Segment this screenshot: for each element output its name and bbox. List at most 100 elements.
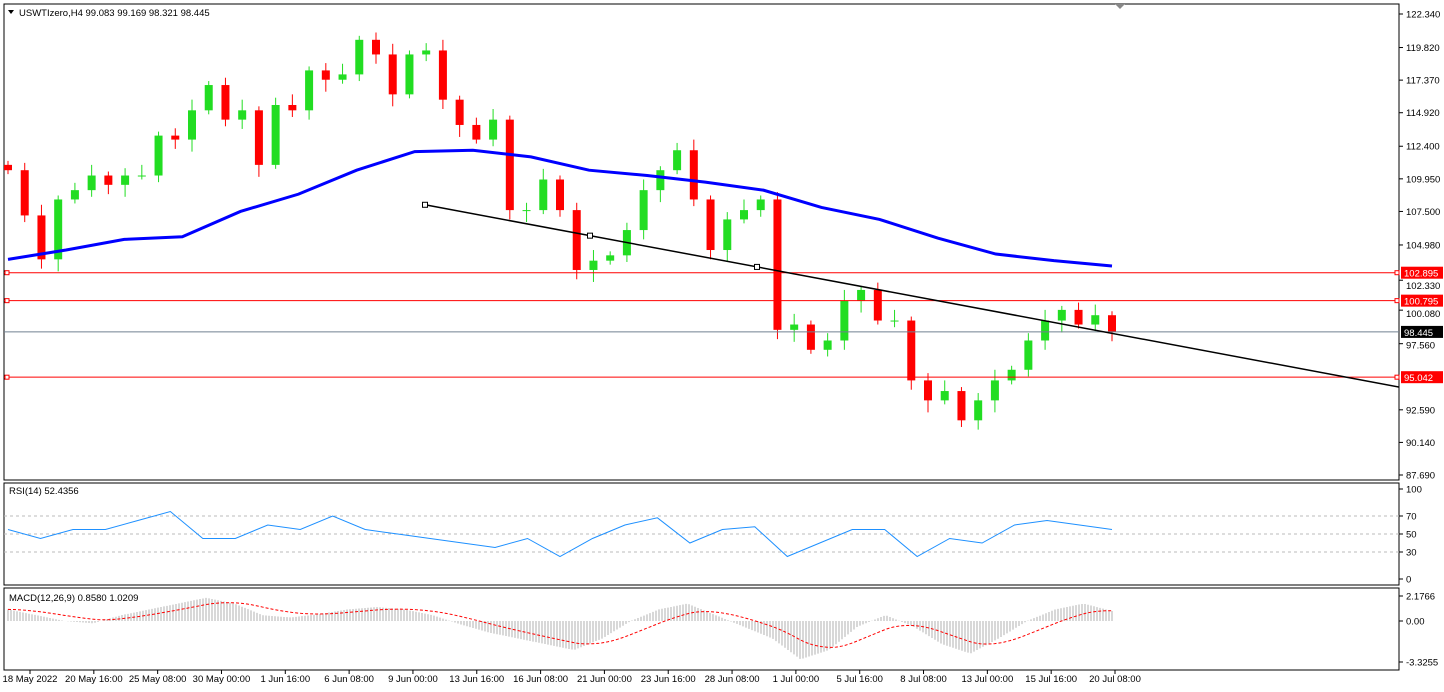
candle-body xyxy=(890,320,899,322)
time-tick-label: 1 Jun 16:00 xyxy=(260,674,310,685)
macd-tick-label: 0.00 xyxy=(1406,617,1425,628)
candle-body xyxy=(505,119,514,211)
candle-body xyxy=(288,105,297,111)
level-price-label: 98.445 xyxy=(1404,328,1433,339)
candle-body xyxy=(706,199,715,251)
candle-body xyxy=(572,210,581,270)
candle-body xyxy=(639,190,648,231)
candle-body xyxy=(974,400,983,421)
candle-body xyxy=(154,135,163,176)
candle-body xyxy=(606,255,615,261)
candle-body xyxy=(756,199,765,211)
candle-body xyxy=(472,124,481,140)
candle-body xyxy=(1024,340,1033,370)
macd-signal-line xyxy=(7,602,1113,648)
time-tick-label: 15 Jul 16:00 xyxy=(1025,674,1077,685)
candle-body xyxy=(840,300,849,341)
price-tick-label: 109.950 xyxy=(1406,174,1440,185)
candle-body xyxy=(121,175,130,185)
time-tick-label: 9 Jun 00:00 xyxy=(388,674,438,685)
rsi-tick-label: 100 xyxy=(1406,485,1422,496)
candle-body xyxy=(137,175,146,177)
level-anchor xyxy=(4,298,10,304)
macd-title: MACD(12,26,9) 0.8580 1.0209 xyxy=(9,593,138,604)
time-tick-label: 8 Jul 08:00 xyxy=(900,674,946,685)
candle-body xyxy=(1057,309,1066,321)
candle-body xyxy=(489,119,498,140)
candle-body xyxy=(723,219,732,251)
price-tick-label: 87.690 xyxy=(1406,471,1435,482)
time-tick-label: 23 Jun 16:00 xyxy=(641,674,696,685)
time-tick-label: 6 Jun 08:00 xyxy=(324,674,374,685)
candle-body xyxy=(1091,315,1100,325)
rsi-title: RSI(14) 52.4356 xyxy=(9,486,79,497)
time-tick-label: 13 Jun 16:00 xyxy=(449,674,504,685)
candle-body xyxy=(422,50,431,55)
candle-body xyxy=(773,199,782,330)
candle-body xyxy=(171,135,180,140)
level-price-label: 102.895 xyxy=(1404,269,1438,280)
candle-body xyxy=(238,110,247,120)
price-tick-label: 114.920 xyxy=(1406,108,1440,119)
candle-body xyxy=(589,260,598,270)
level-anchor xyxy=(1394,374,1400,380)
candle-body xyxy=(4,164,12,171)
candle-body xyxy=(355,39,364,75)
symbol-header: USWTIzero,H4 99.083 99.169 98.321 98.445 xyxy=(19,8,210,19)
price-tick-label: 100.080 xyxy=(1406,309,1440,320)
level-price-tag xyxy=(1401,294,1443,307)
time-tick-label: 21 Jun 00:00 xyxy=(577,674,632,685)
candle-body xyxy=(873,289,882,321)
candle-body xyxy=(271,105,280,165)
time-tick-label: 16 Jun 08:00 xyxy=(513,674,568,685)
candle-body xyxy=(556,179,564,211)
time-tick-label: 30 May 00:00 xyxy=(193,674,251,685)
macd-panel[interactable] xyxy=(3,587,1400,671)
price-tick-label: 102.330 xyxy=(1406,281,1440,292)
level-anchor xyxy=(1394,270,1400,276)
time-tick-label: 13 Jul 00:00 xyxy=(961,674,1013,685)
level-anchor xyxy=(1394,298,1400,304)
time-tick-label: 18 May 2022 xyxy=(3,674,58,685)
macd-tick-label: 2.1766 xyxy=(1406,592,1435,603)
price-tick-label: 117.370 xyxy=(1406,76,1440,87)
candle-body xyxy=(438,50,447,100)
rsi-tick-label: 70 xyxy=(1406,512,1417,523)
time-tick-label: 20 Jul 08:00 xyxy=(1089,674,1141,685)
price-tick-label: 97.560 xyxy=(1406,340,1435,351)
rsi-tick-label: 0 xyxy=(1406,575,1411,586)
level-price-label: 100.795 xyxy=(1404,297,1438,308)
candle-body xyxy=(790,324,799,330)
level-anchor xyxy=(4,374,10,380)
price-tick-label: 90.140 xyxy=(1406,438,1435,449)
price-tick-label: 112.400 xyxy=(1406,142,1440,153)
candle-body xyxy=(990,380,999,401)
candle-body xyxy=(37,215,46,260)
time-tick-label: 28 Jun 08:00 xyxy=(705,674,760,685)
candle-body xyxy=(204,85,213,111)
macd-tick-label: -3.3255 xyxy=(1406,658,1438,669)
chart-shift-marker-icon[interactable] xyxy=(1115,4,1125,9)
candle-body xyxy=(388,54,397,95)
candle-body xyxy=(689,150,698,200)
price-panel[interactable] xyxy=(3,3,1400,481)
candle-body xyxy=(940,391,949,401)
price-tick-label: 122.340 xyxy=(1406,10,1440,21)
price-tick-label: 104.980 xyxy=(1406,240,1440,251)
candle-body xyxy=(54,199,63,260)
candle-body xyxy=(405,54,414,95)
candle-body xyxy=(1074,309,1083,325)
level-price-tag xyxy=(1401,325,1443,338)
candle-body xyxy=(1007,369,1016,381)
candle-body xyxy=(740,210,748,220)
candle-body xyxy=(254,110,263,165)
trendline-anchor xyxy=(422,201,428,208)
dropdown-triangle-icon[interactable] xyxy=(8,10,14,14)
rsi-tick-label: 50 xyxy=(1406,530,1417,541)
candle-body xyxy=(104,175,113,185)
candle-body xyxy=(539,179,548,211)
candle-body xyxy=(1108,315,1116,332)
candle-body xyxy=(857,289,866,301)
candle-body xyxy=(188,110,196,140)
